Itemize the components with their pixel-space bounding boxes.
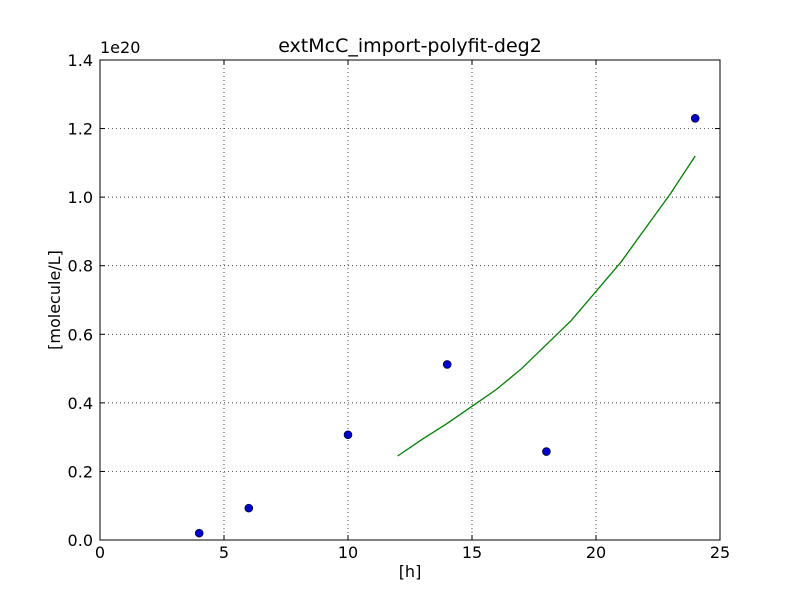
x-tick-label: 25: [710, 543, 730, 562]
y-axis-label: [molecule/L]: [45, 250, 64, 350]
y-tick-label: 0.4: [68, 394, 93, 413]
plot-series: [194, 113, 700, 538]
x-tick-label: 5: [219, 543, 229, 562]
y-tick-label: 0.0: [68, 531, 93, 550]
data-point: [690, 113, 700, 123]
data-point: [343, 430, 353, 440]
x-tick-label: 10: [338, 543, 358, 562]
y-tick-label: 1.2: [68, 120, 93, 139]
y-tick-label: 1.0: [68, 188, 93, 207]
y-tick-label: 0.2: [68, 462, 93, 481]
data-point: [442, 360, 452, 369]
x-tick-label: 15: [462, 543, 482, 562]
x-axis-label: [h]: [399, 562, 422, 581]
y-axis-scale-label: 1e20: [100, 38, 140, 57]
chart-title: extMcC_import-polyfit-deg2: [278, 35, 542, 57]
grid-lines: [100, 60, 720, 540]
x-tick-label: 0: [95, 543, 105, 562]
axis-ticks: 0 5 10 15 20 25 0.0 0.2 0.4 0.6 0.8 1.0 1.2 1.4: [68, 51, 731, 562]
y-tick-label: 0.6: [68, 325, 93, 344]
data-point: [244, 503, 254, 513]
y-tick-label: 0.8: [68, 257, 93, 276]
y-tick-label: 1.4: [68, 51, 93, 70]
data-point: [542, 447, 551, 456]
x-tick-label: 20: [586, 543, 606, 562]
data-point: [194, 528, 204, 538]
fit-curve-line: [397, 155, 696, 457]
plot-frame: [99, 59, 721, 541]
